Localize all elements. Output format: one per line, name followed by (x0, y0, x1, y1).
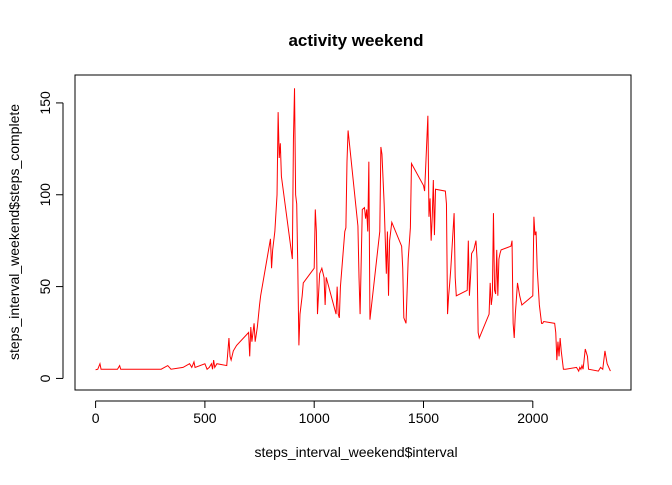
y-axis-label: steps_interval_weekend$steps_complete (6, 104, 22, 360)
data-line (95, 88, 611, 373)
plot-box (74, 74, 632, 391)
y-tick-label: 50 (37, 279, 53, 295)
x-tick-label: 500 (193, 410, 217, 426)
chart-title: activity weekend (288, 31, 423, 50)
y-tick-label: 100 (37, 183, 53, 207)
x-tick-label: 0 (92, 410, 100, 426)
x-tick-label: 2000 (517, 410, 548, 426)
y-tick-label: 150 (37, 91, 53, 115)
x-tick-label: 1500 (408, 410, 439, 426)
y-tick-label: 0 (37, 374, 53, 382)
x-tick-label: 1000 (299, 410, 330, 426)
x-axis-label: steps_interval_weekend$interval (254, 444, 457, 460)
